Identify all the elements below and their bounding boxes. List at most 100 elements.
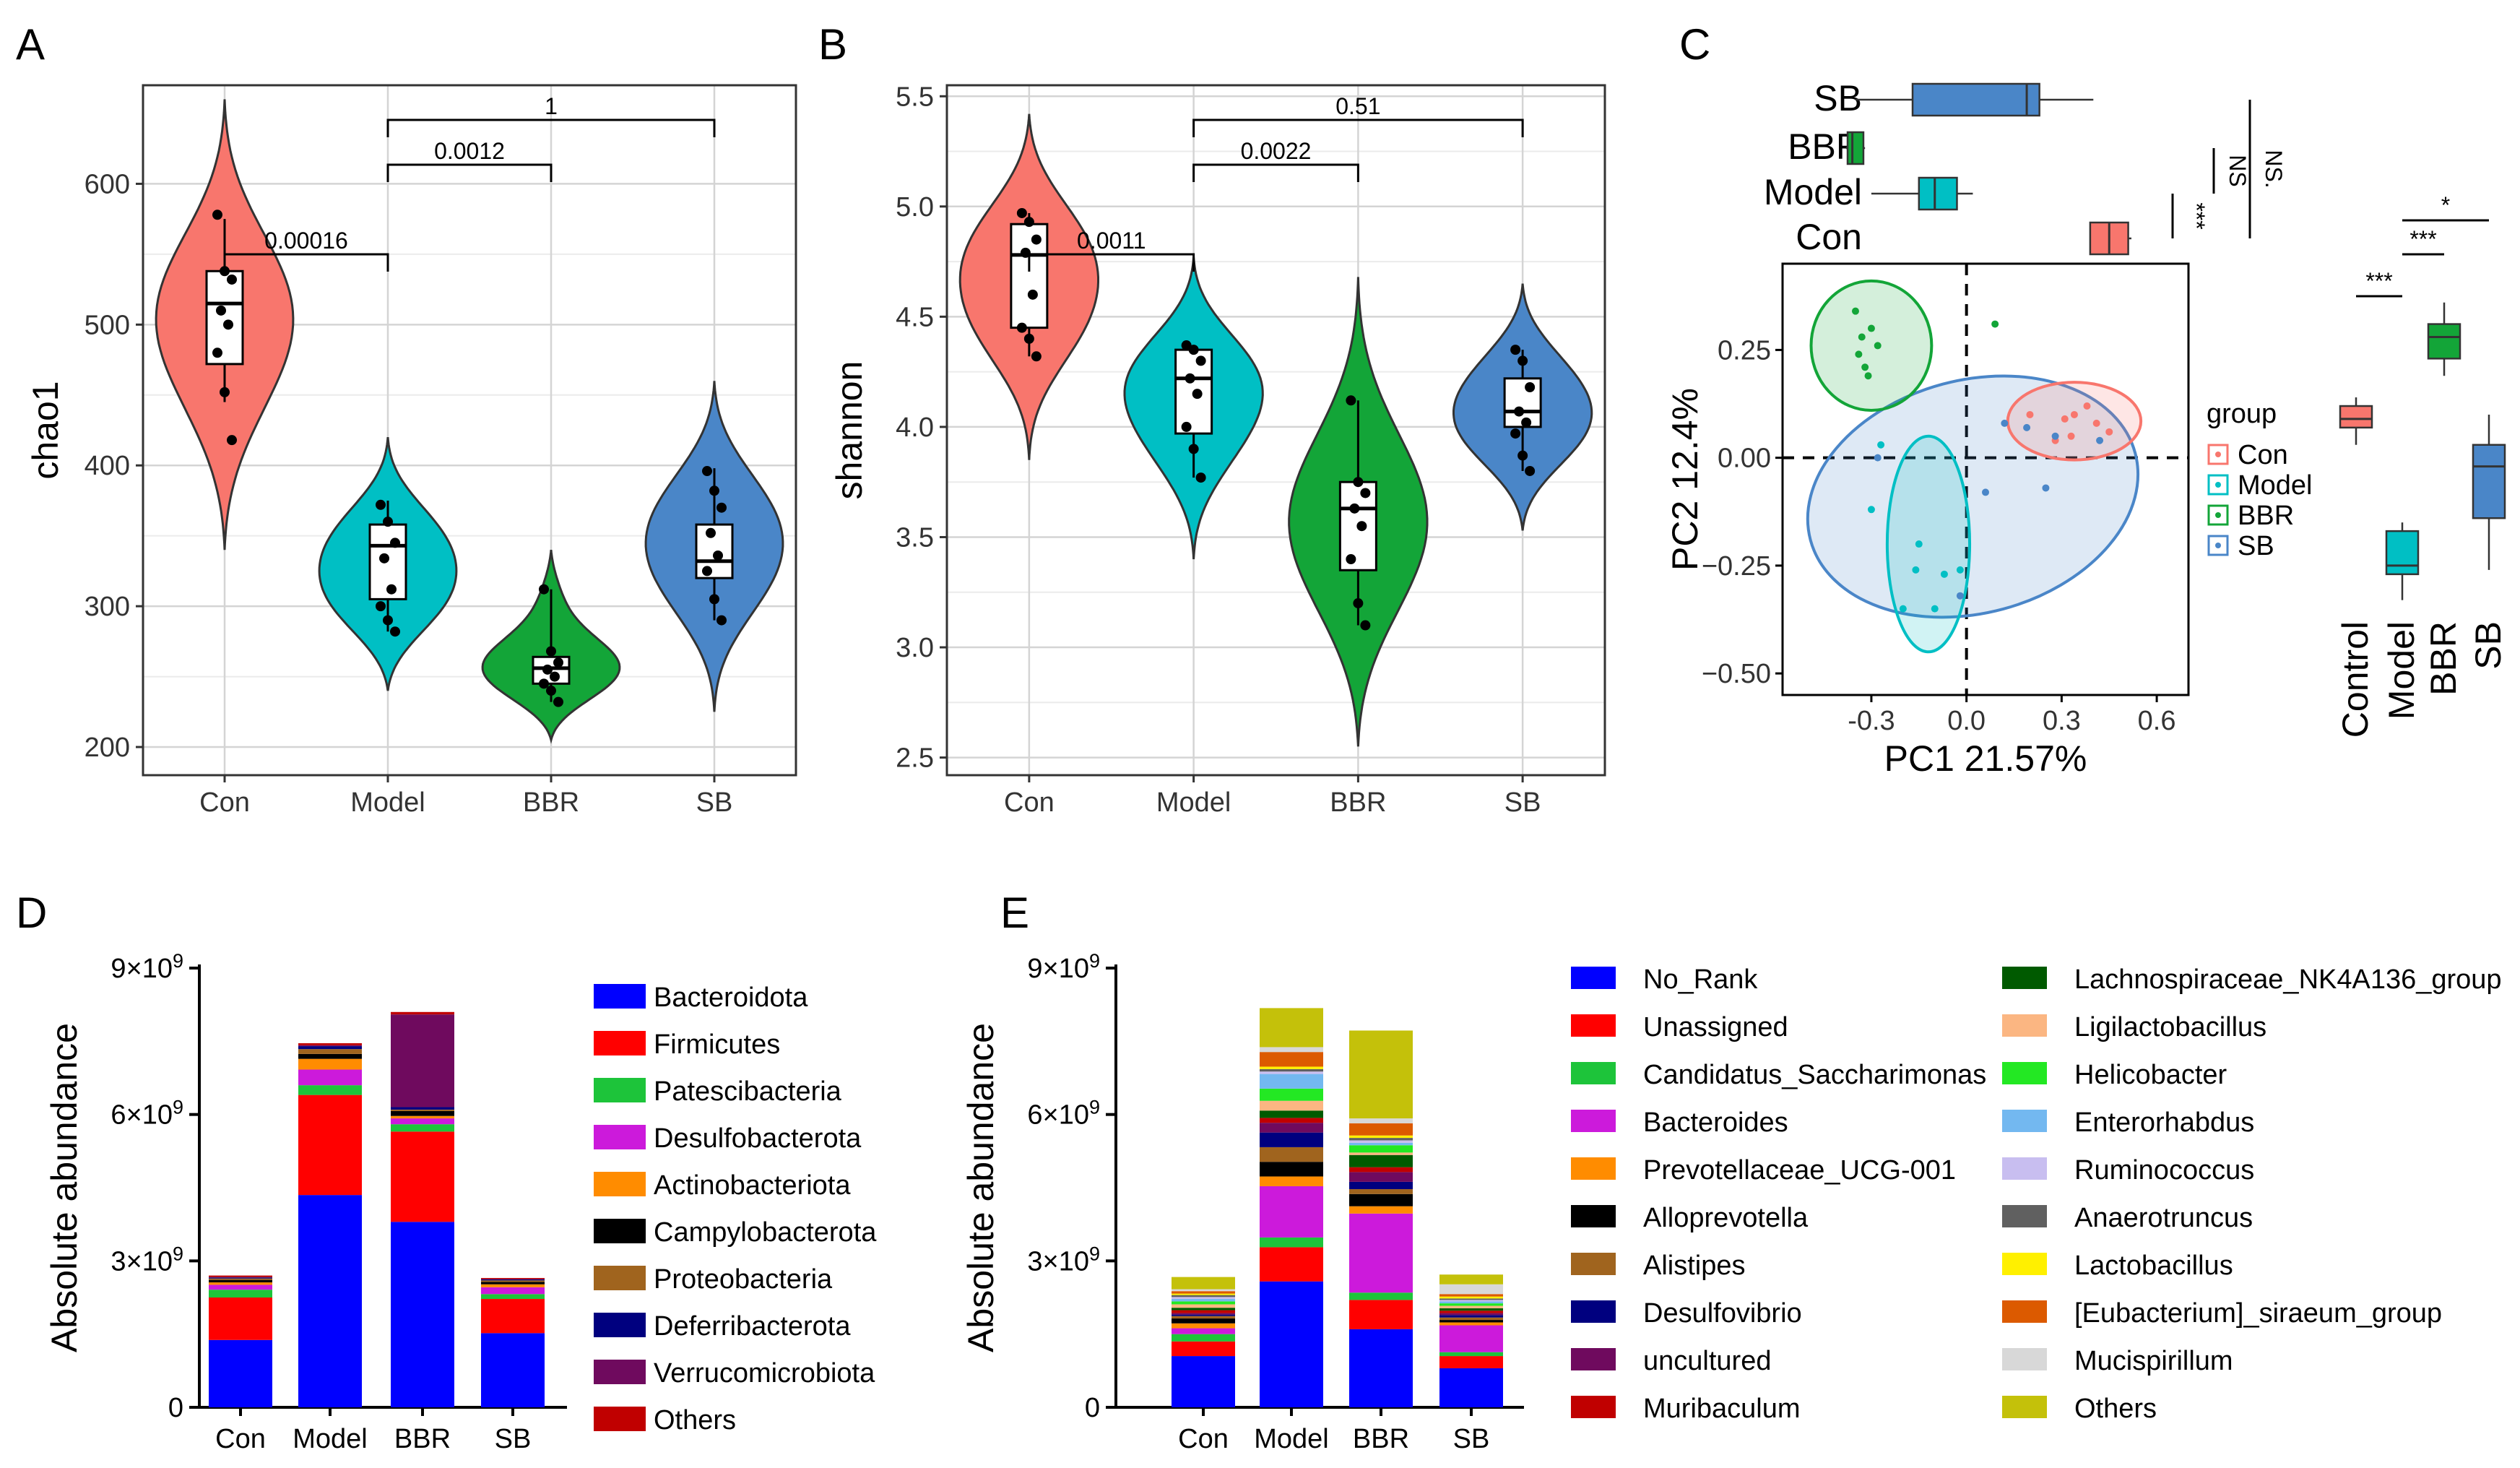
legend-label: Con bbox=[2238, 440, 2288, 470]
data-point bbox=[1192, 389, 1203, 400]
legend-label: Anaerotruncus bbox=[2074, 1203, 2253, 1233]
chart-d-phylum-abundance: 0 3×109 6×109 9×109 Absolute abundance Con Mod… bbox=[44, 950, 877, 1454]
legend-label: Desulfobacterota bbox=[654, 1123, 862, 1154]
bar-segment-uncultured bbox=[1260, 1123, 1323, 1133]
box-sb bbox=[1503, 377, 1542, 428]
bar-segment-proteobacteria bbox=[209, 1278, 272, 1280]
x-tick-label: -0.3 bbox=[1848, 706, 1895, 736]
legend-key-dot bbox=[2215, 543, 2221, 548]
bar-segment-desulfobacterota bbox=[481, 1287, 545, 1295]
bar-segment-no-rank bbox=[1172, 1356, 1235, 1407]
bar-segment-others bbox=[298, 1043, 362, 1045]
point-model bbox=[1867, 506, 1875, 514]
data-point bbox=[223, 319, 233, 330]
y-tick-label: 9×109 bbox=[1027, 950, 1100, 984]
legend-label: Patescibacteria bbox=[654, 1076, 842, 1107]
bar-segment-ruminococcus bbox=[1349, 1140, 1413, 1143]
point-con bbox=[2067, 432, 2075, 440]
x-tick-label: SB bbox=[1453, 1424, 1490, 1454]
bar-segment-verrucomicrobiota bbox=[209, 1277, 272, 1278]
data-point bbox=[1521, 417, 1532, 428]
x-tick-label: 0.0 bbox=[1947, 706, 1986, 736]
legend-label: Alistipes bbox=[1643, 1251, 1746, 1281]
legend-key-dot bbox=[2215, 452, 2221, 457]
point-model bbox=[1940, 570, 1948, 578]
bar-segment-deferribacterota bbox=[481, 1279, 545, 1281]
ellipse-con bbox=[2006, 381, 2143, 462]
bar-segment-helicobacter bbox=[1172, 1301, 1235, 1305]
bar-segment-campylobacterota bbox=[298, 1053, 362, 1059]
data-point bbox=[546, 646, 556, 657]
tick-exponent: 9 bbox=[173, 1243, 183, 1264]
data-point bbox=[1514, 406, 1525, 417]
ellipse-model bbox=[1885, 434, 1972, 654]
data-point bbox=[716, 502, 727, 513]
legend-swatch bbox=[1571, 1205, 1616, 1227]
data-point bbox=[1195, 472, 1206, 483]
data-point bbox=[216, 305, 226, 316]
data-point bbox=[220, 387, 230, 397]
legend-swatch bbox=[1571, 1253, 1616, 1275]
bar-segment-uncultured bbox=[1172, 1313, 1235, 1315]
legend-swatch bbox=[2002, 1014, 2047, 1037]
bar-segment-deferribacterota bbox=[391, 1107, 454, 1110]
legend-swatch bbox=[2002, 1062, 2047, 1084]
bar-segment-proteobacteria bbox=[298, 1049, 362, 1054]
data-point bbox=[1346, 553, 1356, 564]
data-point bbox=[1353, 477, 1364, 488]
bar-segment-patescibacteria bbox=[391, 1124, 454, 1132]
legend-swatch bbox=[594, 1078, 646, 1102]
panel-letter-b: B bbox=[818, 20, 847, 69]
data-point bbox=[1181, 340, 1192, 351]
bar-segment-uncultured bbox=[1349, 1172, 1413, 1182]
bar-segment-others bbox=[391, 1011, 454, 1015]
bar-segment-lachnospiraceae-nk4a136-group bbox=[1439, 1308, 1503, 1311]
point-sb bbox=[1874, 454, 1882, 462]
chart-a-chao1: 200 300 400 500 600 Con Model BBR SB chao1 0.00016… bbox=[25, 84, 797, 818]
bar-segment-unassigned bbox=[1260, 1247, 1323, 1282]
comparison-bracket bbox=[1192, 118, 1524, 137]
right-box-sb bbox=[2472, 444, 2506, 519]
point-bbr bbox=[1851, 307, 1859, 315]
data-point bbox=[376, 499, 386, 510]
point-sb bbox=[1956, 592, 1964, 600]
data-point bbox=[390, 537, 400, 548]
bar-segment-enterorhabdus bbox=[1349, 1142, 1413, 1146]
point-con bbox=[2092, 419, 2100, 427]
data-point bbox=[1353, 598, 1364, 609]
bar-segment-unassigned bbox=[1172, 1341, 1235, 1357]
legend-swatch bbox=[1571, 1110, 1616, 1132]
data-point bbox=[709, 594, 719, 605]
bar-segment-lactobacillus bbox=[1439, 1296, 1503, 1299]
data-point bbox=[702, 466, 712, 477]
x-tick-label: BBR bbox=[394, 1424, 451, 1454]
legend-swatch bbox=[1571, 1348, 1616, 1370]
legend-label: Unassigned bbox=[1643, 1012, 1788, 1042]
bar-segment-anaerotruncus bbox=[1439, 1298, 1503, 1300]
legend-label: Lactobacillus bbox=[2074, 1251, 2233, 1281]
bar-segment-bacteroides bbox=[1349, 1213, 1413, 1293]
point-model bbox=[1931, 605, 1939, 613]
tick-exponent: 9 bbox=[1089, 950, 1100, 972]
data-point bbox=[383, 517, 393, 527]
point-sb bbox=[1982, 488, 1989, 496]
y-tick-label: 0 bbox=[1085, 1393, 1100, 1423]
bar-segment-alistipes bbox=[1439, 1317, 1503, 1321]
legend-label: Enterorhabdus bbox=[2074, 1108, 2254, 1138]
bar-segment-muribaculum bbox=[1349, 1167, 1413, 1173]
legend-swatch bbox=[594, 1407, 646, 1431]
data-point bbox=[1181, 421, 1192, 432]
data-point bbox=[702, 566, 712, 577]
y-tick-label: 5.0 bbox=[896, 192, 934, 223]
legend-swatch bbox=[2002, 1253, 2047, 1275]
top-box-label: SB bbox=[1814, 78, 1862, 118]
data-point bbox=[1031, 234, 1042, 245]
comparison-bracket bbox=[223, 253, 389, 272]
point-model bbox=[1877, 441, 1885, 449]
bar-segment-alloprevotella bbox=[1260, 1162, 1323, 1177]
bar-segment-firmicutes bbox=[209, 1298, 272, 1340]
data-point bbox=[1510, 428, 1521, 439]
bar-segment-ruminococcus bbox=[1260, 1071, 1323, 1074]
bar-segment-actinobacteriota bbox=[298, 1058, 362, 1070]
data-point bbox=[542, 664, 553, 675]
